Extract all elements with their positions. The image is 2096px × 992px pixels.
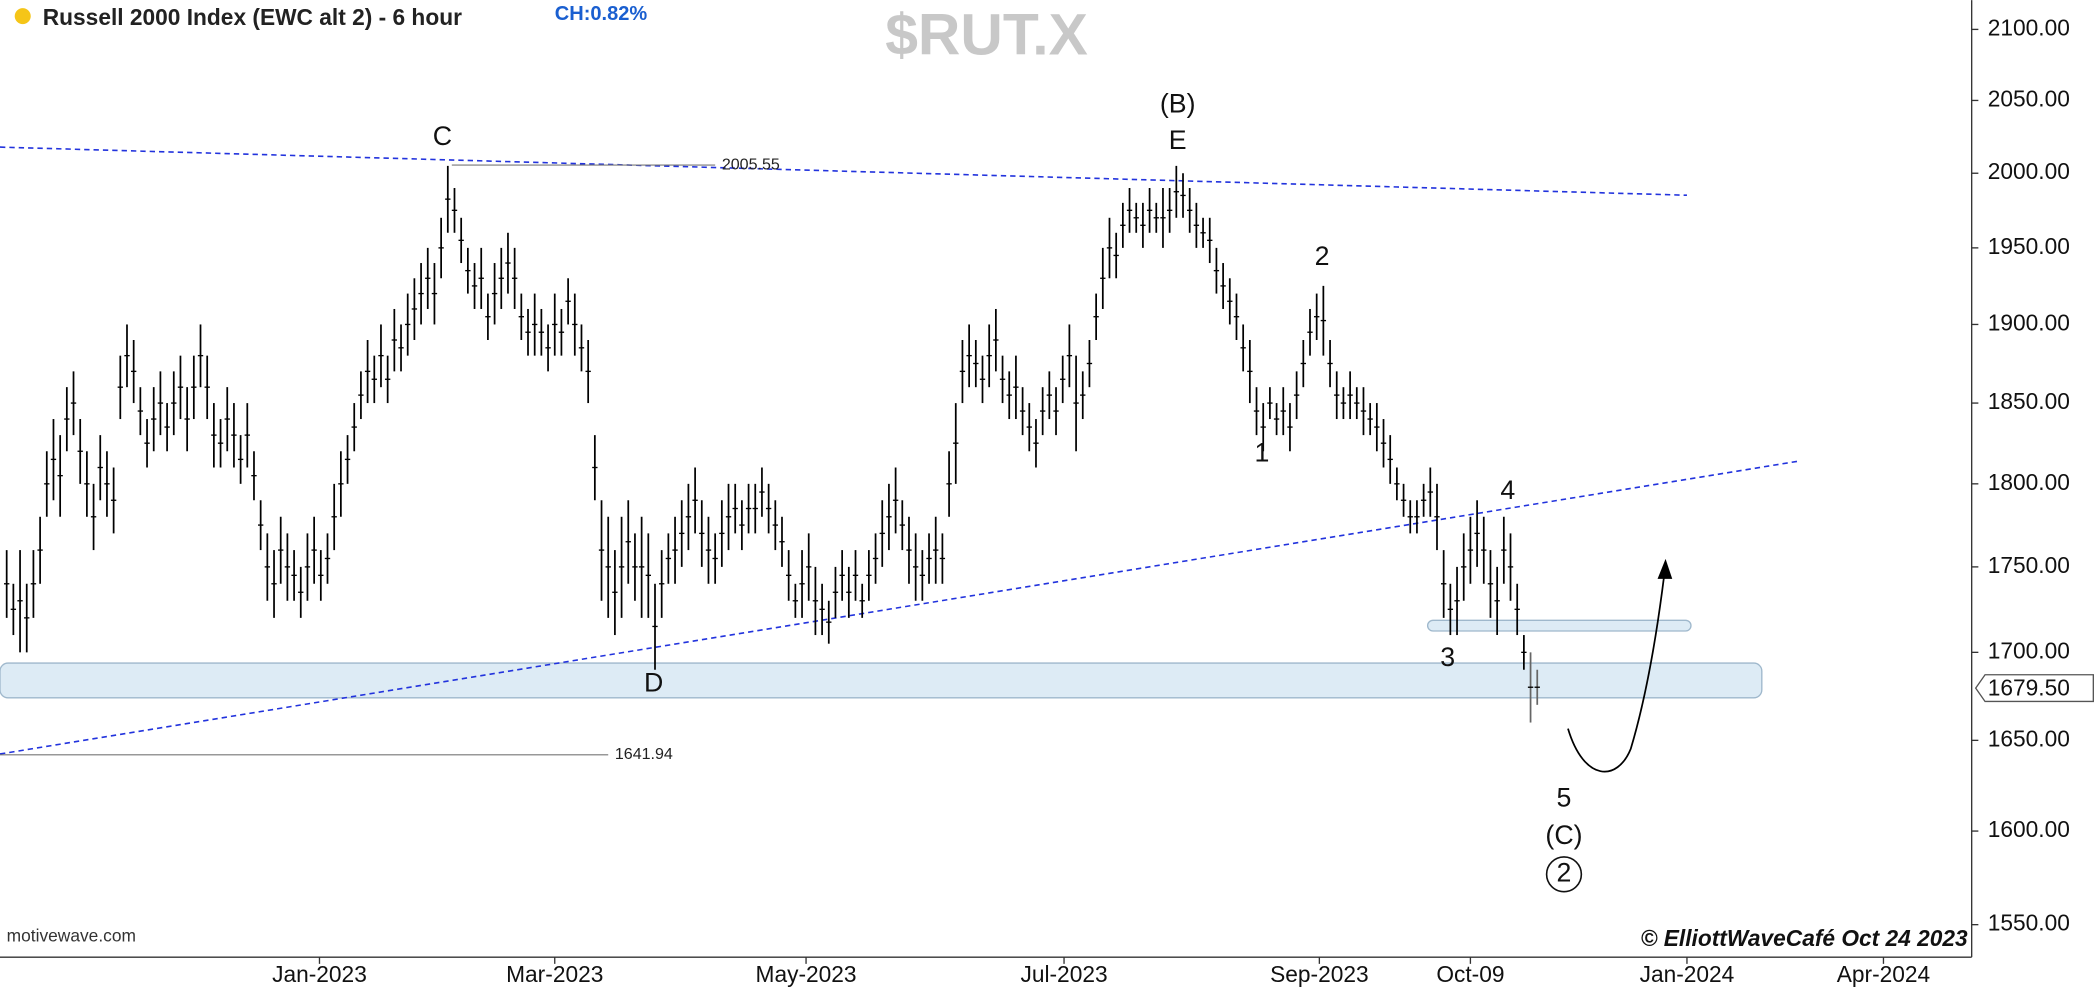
wave-label: 1 xyxy=(1254,438,1269,468)
level-label: 1641.94 xyxy=(615,745,673,763)
support-zone xyxy=(0,662,1763,699)
x-axis-panel xyxy=(0,957,1972,992)
x-tick-label: Jan-2023 xyxy=(272,961,367,987)
y-tick-label: 1600.00 xyxy=(1988,816,2070,842)
wave-label: E xyxy=(1169,125,1187,155)
wave-label: 3 xyxy=(1440,642,1455,672)
x-tick-label: Apr-2024 xyxy=(1837,961,1930,987)
level-label: 2005.55 xyxy=(722,155,780,173)
y-tick-label: 2000.00 xyxy=(1988,158,2070,184)
y-tick-label: 1850.00 xyxy=(1988,388,2070,414)
wave-circle xyxy=(1545,856,1583,893)
y-tick-label: 1900.00 xyxy=(1988,309,2070,335)
last-price-label: 1679.50 xyxy=(1988,674,2070,700)
wave-label: 2 xyxy=(1315,241,1330,271)
projection-arrow xyxy=(1567,574,1666,773)
y-tick-label: 1750.00 xyxy=(1988,552,2070,578)
change-label: CH:0.82% xyxy=(555,3,648,25)
wave-label: D xyxy=(644,668,663,698)
x-tick-label: Sep-2023 xyxy=(1270,961,1369,987)
arrow-head xyxy=(1657,558,1673,579)
wave-label: (C) xyxy=(1545,820,1582,850)
y-tick-label: 1550.00 xyxy=(1988,910,2070,936)
x-tick-label: Mar-2023 xyxy=(506,961,603,987)
y-tick-label: 2050.00 xyxy=(1988,85,2070,111)
source-label: motivewave.com xyxy=(7,926,136,946)
wave-label: 5 xyxy=(1557,783,1572,813)
chart-title: Russell 2000 Index (EWC alt 2) - 6 hour xyxy=(43,4,462,30)
wave-label: 2 xyxy=(1557,857,1572,887)
x-tick-label: Oct-09 xyxy=(1436,961,1504,987)
y-tick-label: 1650.00 xyxy=(1988,725,2070,751)
wave-label: C xyxy=(433,121,452,151)
credit-label: © ElliottWaveCafé Oct 24 2023 xyxy=(1641,925,1968,951)
y-axis-panel xyxy=(1971,0,2096,992)
status-dot xyxy=(14,8,31,25)
trendline-lower xyxy=(0,460,1799,755)
y-tick-label: 1700.00 xyxy=(1988,637,2070,663)
symbol-watermark: $RUT.X xyxy=(885,2,1088,67)
y-tick-label: 1800.00 xyxy=(1988,469,2070,495)
last-price-tag xyxy=(1974,674,2094,703)
trendline-upper xyxy=(0,146,1687,197)
y-tick-label: 1950.00 xyxy=(1988,233,2070,259)
support-zone-small xyxy=(1426,619,1692,632)
y-tick-label: 2100.00 xyxy=(1988,14,2070,40)
x-tick-label: May-2023 xyxy=(756,961,857,987)
wave-label: 4 xyxy=(1500,475,1515,505)
wave-label: (B) xyxy=(1160,89,1196,119)
x-tick-label: Jan-2024 xyxy=(1640,961,1735,987)
x-tick-label: Jul-2023 xyxy=(1020,961,1107,987)
